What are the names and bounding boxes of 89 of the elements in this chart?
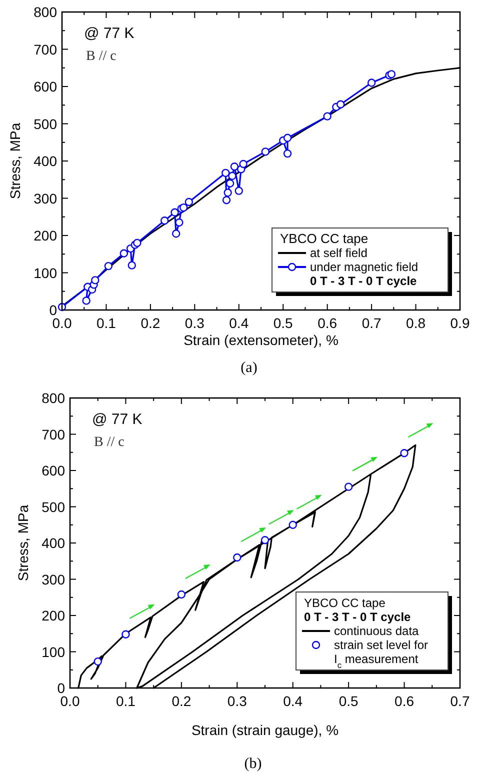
annotation: B // c <box>94 435 124 450</box>
text: (a) <box>240 360 258 376</box>
point <box>323 112 332 120</box>
point <box>91 276 100 284</box>
point <box>222 168 230 178</box>
legend-title: YBCO CC tape <box>304 596 386 610</box>
x-tick-label: 0.6 <box>318 315 338 331</box>
annotation: @ 77 K <box>84 25 134 42</box>
point <box>228 172 236 180</box>
point <box>180 203 188 212</box>
point <box>170 208 179 217</box>
x-tick-label: 0.3 <box>227 693 248 709</box>
point <box>336 100 345 108</box>
point <box>104 262 113 270</box>
point <box>400 449 408 458</box>
point <box>261 148 270 156</box>
x-tick-label: 0.1 <box>96 315 116 331</box>
y-tick-label: 0 <box>49 302 58 318</box>
x-tick-label: 0.5 <box>338 693 359 709</box>
y-tick-label: 800 <box>34 4 58 20</box>
y-tick-label: 500 <box>34 116 58 132</box>
x-tick-label: 0.0 <box>52 315 72 331</box>
point <box>177 590 186 599</box>
y-tick-label: 100 <box>34 264 58 281</box>
x-tick-label: 0.3 <box>184 315 205 331</box>
legend-label: at self field <box>310 246 368 260</box>
y-tick-label: 300 <box>42 571 66 588</box>
point <box>283 149 292 158</box>
y-tick-label: 400 <box>42 535 66 551</box>
y-tick-label: 500 <box>42 498 66 515</box>
x-tick-label: 0.4 <box>283 693 303 709</box>
point <box>230 162 239 171</box>
x-tick-label: 0.0 <box>60 693 80 709</box>
x-axis-title: Strain (strain gauge), % <box>191 722 339 738</box>
point <box>224 188 232 197</box>
point <box>184 198 194 206</box>
point <box>82 296 90 305</box>
y-tick-label: 200 <box>34 228 58 244</box>
point <box>120 249 128 258</box>
point <box>94 657 102 666</box>
point <box>222 196 231 204</box>
x-tick-label: 0.8 <box>406 315 426 331</box>
legend-label: under magnetic field <box>310 260 418 274</box>
y-tick-label: 600 <box>34 78 58 94</box>
point <box>239 160 248 168</box>
annotation: B // c <box>86 49 116 64</box>
annotation: 0 T - 3 T - 0 T cycle <box>304 610 412 624</box>
point <box>160 216 169 225</box>
point <box>172 230 180 238</box>
y-tick-label: 0 <box>57 680 66 696</box>
x-axis-title: Strain (extensometer), % <box>184 332 338 348</box>
legend-title: YBCO CC tape <box>280 231 368 246</box>
x-tick-label: 0.9 <box>450 315 470 331</box>
y-tick-label: 100 <box>42 644 66 660</box>
y-tick-label: 300 <box>34 190 58 206</box>
x-tick-label: 0.7 <box>362 315 382 331</box>
y-tick-label: 700 <box>34 41 58 58</box>
annotation: @ 77 K <box>92 411 142 428</box>
x-tick-label: 0.2 <box>172 693 192 709</box>
point <box>367 78 376 87</box>
x-tick-label: 0.6 <box>394 693 414 709</box>
y-tick-label: 400 <box>34 153 58 169</box>
x-tick-label: 0.4 <box>229 315 249 331</box>
point <box>260 536 270 544</box>
annotation: 0 T - 3 T - 0 T cycle <box>310 274 418 288</box>
y-tick-label: 200 <box>42 608 66 624</box>
legend-label: continuous data <box>334 624 420 638</box>
y-tick-label: 800 <box>42 390 66 406</box>
y-tick-label: 700 <box>42 426 66 442</box>
text: (b) <box>244 756 262 772</box>
point <box>175 218 184 227</box>
y-axis-title: Stress, MPa <box>15 504 31 582</box>
point <box>122 630 130 638</box>
x-tick-label: 0.2 <box>140 315 160 331</box>
point <box>128 261 136 270</box>
point <box>234 186 243 195</box>
x-tick-label: 0.1 <box>116 693 136 709</box>
point <box>233 553 242 562</box>
y-axis-title: Stress, MPa <box>7 122 23 200</box>
point <box>387 70 396 78</box>
x-tick-label: 0.5 <box>273 315 294 331</box>
y-tick-label: 600 <box>42 462 66 478</box>
point <box>283 134 292 142</box>
x-tick-label: 0.7 <box>450 693 470 709</box>
point <box>288 520 297 529</box>
legend-label: strain set level for I$_{c}$ measurement <box>334 638 428 670</box>
point <box>344 482 353 491</box>
point <box>133 238 142 248</box>
point <box>226 179 234 188</box>
